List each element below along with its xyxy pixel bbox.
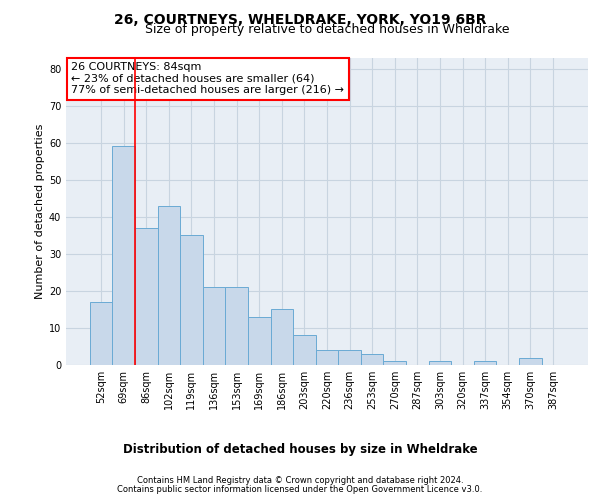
Bar [474, 362, 496, 365]
Bar [90, 302, 112, 365]
Bar [519, 358, 542, 365]
Bar [158, 206, 180, 365]
Text: 26 COURTNEYS: 84sqm
← 23% of detached houses are smaller (64)
77% of semi-detach: 26 COURTNEYS: 84sqm ← 23% of detached ho… [71, 62, 344, 96]
Bar [361, 354, 383, 365]
Text: Distribution of detached houses by size in Wheldrake: Distribution of detached houses by size … [122, 442, 478, 456]
Text: Contains HM Land Registry data © Crown copyright and database right 2024.: Contains HM Land Registry data © Crown c… [137, 476, 463, 485]
Text: Contains public sector information licensed under the Open Government Licence v3: Contains public sector information licen… [118, 485, 482, 494]
Bar [135, 228, 158, 365]
Bar [338, 350, 361, 365]
Bar [383, 362, 406, 365]
Title: Size of property relative to detached houses in Wheldrake: Size of property relative to detached ho… [145, 22, 509, 36]
Bar [248, 317, 271, 365]
Bar [112, 146, 135, 365]
Bar [293, 336, 316, 365]
Bar [316, 350, 338, 365]
Bar [180, 236, 203, 365]
Text: 26, COURTNEYS, WHELDRAKE, YORK, YO19 6BR: 26, COURTNEYS, WHELDRAKE, YORK, YO19 6BR [114, 12, 486, 26]
Bar [271, 310, 293, 365]
Bar [226, 287, 248, 365]
Bar [203, 287, 226, 365]
Y-axis label: Number of detached properties: Number of detached properties [35, 124, 44, 299]
Bar [428, 362, 451, 365]
